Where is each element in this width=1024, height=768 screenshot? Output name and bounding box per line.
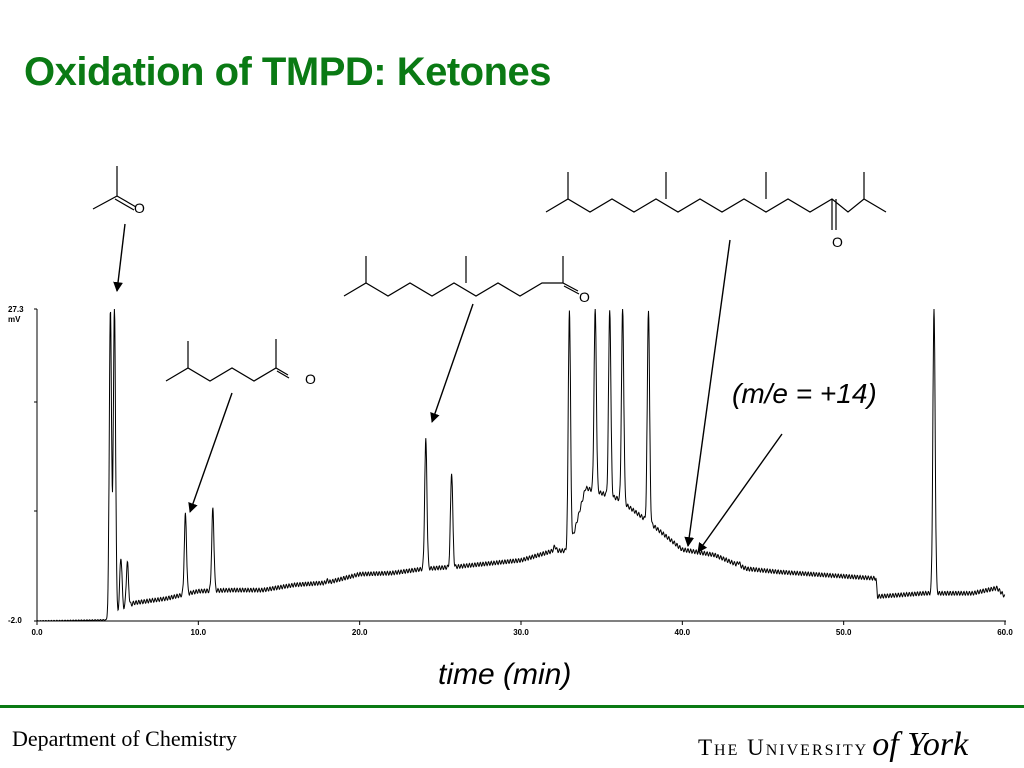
dimethylundecanone-structure <box>343 256 580 297</box>
x-tick-label: 10.0 <box>191 628 207 637</box>
atom-label-o: O <box>134 200 145 216</box>
university-logo: The University of York <box>698 726 968 764</box>
x-axis-title: time (min) <box>438 658 572 691</box>
y-tick-label-bottom: -2.0 <box>8 616 22 625</box>
arrow-dimethylundecanone <box>430 303 474 423</box>
x-tick-label: 20.0 <box>352 628 368 637</box>
x-tick-label: 30.0 <box>513 628 529 637</box>
y-unit-label: mV <box>8 315 21 324</box>
arrow-homolog <box>697 433 783 553</box>
department-name: Department of Chemistry <box>12 726 237 751</box>
arrow-phytone <box>684 239 731 547</box>
logo-script-text: of York <box>872 726 969 763</box>
y-tick-label-top: 27.3 <box>8 305 24 314</box>
arrow-acetone <box>113 223 126 292</box>
logo-text: The University <box>698 735 869 760</box>
footer-divider <box>0 705 1024 708</box>
y-tick-marks <box>34 308 37 622</box>
atom-label-o: O <box>305 371 316 387</box>
chromatogram-figure: 0.0 10.0 20.0 30.0 40.0 50.0 60.0 27.3 mV -2.0… <box>8 166 1013 637</box>
x-tick-label: 50.0 <box>836 628 852 637</box>
mass-shift-annotation: (m/e = +14) <box>732 378 877 409</box>
chromatogram-trace <box>36 308 1006 622</box>
x-tick-label: 0.0 <box>31 628 43 637</box>
x-tick-label: 40.0 <box>675 628 691 637</box>
phytone-structure <box>545 172 887 230</box>
slide-title: Oxidation of TMPD: Ketones <box>24 50 552 94</box>
methylheptanone-structure <box>165 339 290 382</box>
x-tick-label: 60.0 <box>997 628 1013 637</box>
atom-label-o: O <box>832 234 843 250</box>
atom-label-o: O <box>579 289 590 305</box>
arrow-methylheptanone <box>188 392 233 513</box>
x-tick-marks <box>36 621 1006 625</box>
acetone-structure <box>92 166 137 211</box>
x-tick-labels: 0.0 10.0 20.0 30.0 40.0 50.0 60.0 <box>31 628 1013 637</box>
